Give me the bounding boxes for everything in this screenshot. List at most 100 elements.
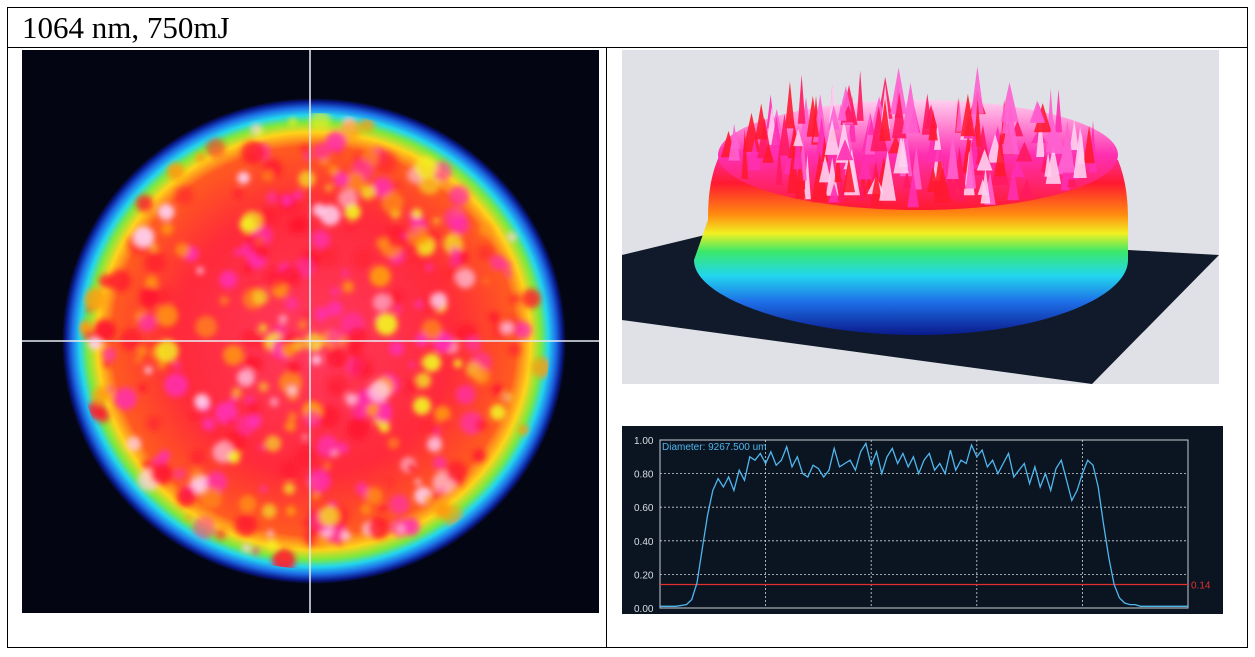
surface-peak — [1019, 178, 1034, 199]
surface-peak — [928, 110, 938, 141]
speckle-blob — [267, 540, 277, 551]
speckle-blob — [319, 506, 339, 526]
speckle-blob — [233, 248, 242, 257]
speckle-blob — [192, 516, 216, 540]
surface-peak — [1016, 141, 1033, 162]
surface-peak — [1029, 100, 1045, 123]
speckle-blob — [423, 494, 434, 505]
speckle-blob — [286, 361, 301, 376]
speckle-blob — [262, 170, 274, 182]
speckle-blob — [255, 129, 263, 137]
speckle-blob — [252, 288, 269, 306]
speckle-blob — [328, 164, 339, 176]
surface-peak — [793, 125, 803, 170]
speckle-blob — [195, 152, 206, 163]
surface-peak — [867, 119, 876, 135]
speckle-blob — [444, 207, 467, 230]
speckle-blob — [353, 248, 374, 269]
surface-peak — [934, 124, 942, 150]
speckle-blob — [381, 191, 404, 214]
speckle-blob — [304, 332, 324, 352]
surface-peak — [858, 151, 872, 180]
speckle-blob — [331, 383, 340, 392]
speckle-blob — [311, 491, 321, 501]
speckle-blob — [330, 287, 339, 296]
speckle-blob — [304, 410, 321, 427]
surface-peak — [879, 98, 891, 141]
speckle-blob — [365, 486, 383, 505]
speckle-blob — [93, 319, 116, 343]
speckle-blob — [312, 142, 332, 161]
speckle-blob — [411, 251, 423, 262]
surface-peak — [976, 149, 993, 171]
surface-peak — [786, 145, 800, 194]
speckle-blob — [509, 293, 520, 304]
speckle-blob — [119, 328, 143, 351]
speckle-blob — [500, 260, 512, 272]
speckle-blob — [266, 529, 275, 538]
surface-peak — [865, 170, 873, 189]
speckle-blob — [241, 330, 258, 347]
y-tick-label: 0.00 — [634, 604, 654, 614]
surface-peak — [803, 154, 811, 200]
speckle-blob — [412, 208, 422, 219]
speckle-blob — [157, 203, 175, 221]
beam-surface-peaks — [720, 66, 1097, 208]
beam-speckle-pattern — [78, 113, 550, 569]
speckle-blob — [300, 144, 310, 154]
surface-peak — [842, 157, 855, 193]
speckle-blob — [155, 304, 179, 327]
speckle-blob — [237, 171, 250, 185]
speckle-blob — [190, 450, 206, 466]
speckle-blob — [251, 547, 260, 555]
speckle-blob — [432, 331, 454, 353]
surface-peak — [1007, 166, 1019, 201]
speckle-blob — [281, 194, 293, 206]
surface-peak — [1010, 161, 1025, 178]
speckle-blob — [292, 339, 305, 351]
speckle-blob — [194, 393, 210, 410]
speckle-blob — [325, 131, 347, 152]
surface-peak — [1083, 125, 1095, 164]
speckle-blob — [201, 417, 216, 431]
speckle-blob — [226, 417, 236, 427]
chart-grid — [659, 439, 1189, 609]
surface-peak — [902, 82, 919, 134]
speckle-blob — [375, 406, 393, 423]
speckle-blob — [233, 188, 244, 199]
surface-peak — [776, 141, 783, 186]
speckle-blob — [355, 482, 368, 495]
speckle-blob — [369, 265, 391, 287]
speckle-blob — [242, 543, 251, 553]
speckle-blob — [368, 380, 390, 402]
speckle-blob — [189, 412, 197, 419]
speckle-blob — [504, 270, 513, 279]
speckle-blob — [333, 171, 350, 187]
speckle-blob — [472, 367, 490, 385]
surface-peak — [747, 139, 761, 171]
speckle-blob — [394, 181, 401, 189]
surface-peak — [836, 139, 854, 161]
surface-peak — [824, 119, 840, 155]
surface-peak — [898, 136, 908, 168]
speckle-blob — [374, 150, 398, 174]
speckle-blob — [475, 419, 487, 431]
surface-peak — [1001, 105, 1020, 155]
beam-profile-2d-image — [22, 50, 599, 613]
speckle-blob — [345, 172, 365, 192]
speckle-blob — [389, 340, 405, 356]
speckle-blob — [327, 348, 347, 369]
speckle-blob — [173, 467, 186, 481]
speckle-blob — [283, 482, 296, 495]
speckle-blob — [302, 434, 308, 441]
document-table — [7, 7, 1248, 648]
speckle-blob — [264, 435, 282, 452]
speckle-blob — [341, 269, 349, 277]
speckle-blob — [126, 436, 142, 452]
speckle-blob — [465, 335, 482, 353]
speckle-blob — [176, 487, 196, 507]
speckle-blob — [87, 400, 106, 420]
speckle-blob — [531, 357, 550, 379]
speckle-blob — [318, 246, 339, 267]
speckle-blob — [246, 413, 262, 429]
